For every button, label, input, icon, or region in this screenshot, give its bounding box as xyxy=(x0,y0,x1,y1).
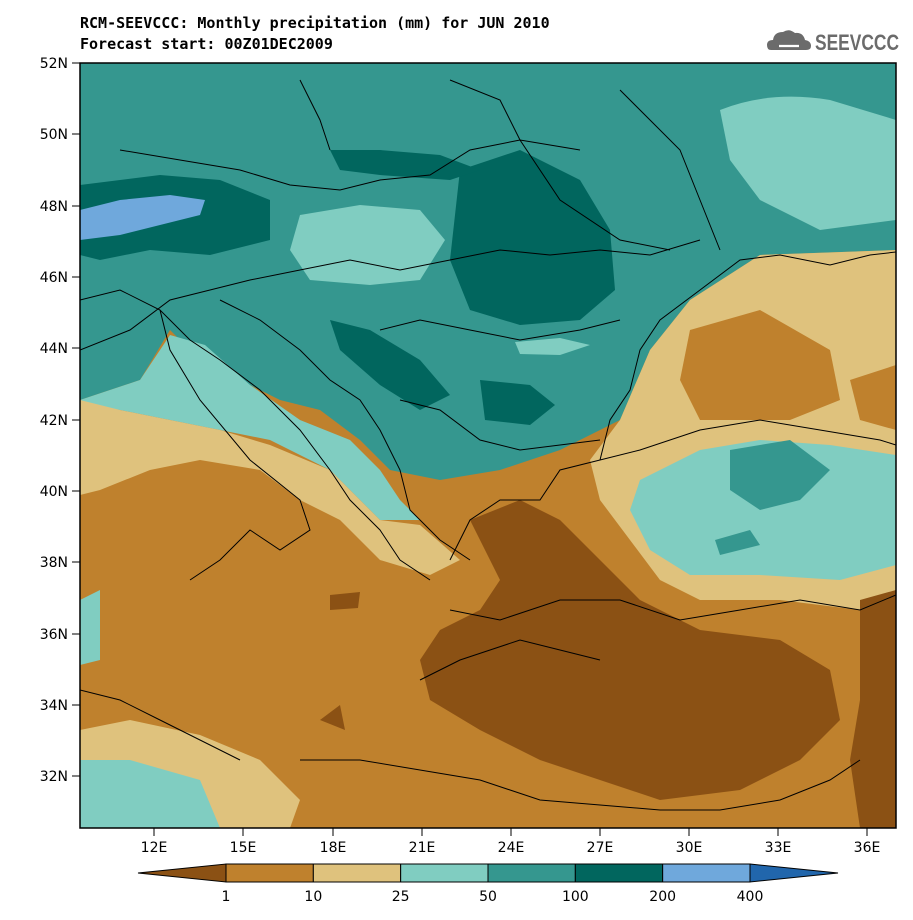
precipitation-field xyxy=(80,63,896,828)
lon-tick-15e: 15E xyxy=(230,840,257,856)
lat-tick-44n: 44N xyxy=(40,341,68,357)
lat-tick-38n: 38N xyxy=(40,555,68,571)
lat-tick-42n: 42N xyxy=(40,413,68,429)
logo-text: SEEVCCC xyxy=(815,30,899,55)
lat-tick-40n: 40N xyxy=(40,484,68,500)
colorbar-segment xyxy=(574,863,664,883)
colorbar-segment xyxy=(312,863,402,883)
colorbar-segment xyxy=(487,863,576,883)
colorbar-segment xyxy=(225,863,314,883)
map-title: RCM-SEEVCCC: Monthly precipitation (mm) … xyxy=(80,14,550,32)
colorbar-label: 200 xyxy=(649,889,676,905)
lon-tick-36e: 36E xyxy=(854,840,881,856)
colorbar-segment xyxy=(662,863,751,883)
lon-tick-24e: 24E xyxy=(498,840,525,856)
lat-tick-48n: 48N xyxy=(40,199,68,215)
colorbar-label: 1 xyxy=(222,889,231,905)
lon-tick-12e: 12E xyxy=(141,840,168,856)
lat-tick-36n: 36N xyxy=(40,627,68,643)
colorbar-label: 100 xyxy=(562,889,589,905)
lat-tick-34n: 34N xyxy=(40,698,68,714)
lon-tick-21e: 21E xyxy=(409,840,436,856)
colorbar-label: 50 xyxy=(479,889,497,905)
colorbar-segment-above-400 xyxy=(749,863,839,883)
colorbar-label: 400 xyxy=(737,889,764,905)
colorbar-label: 10 xyxy=(304,889,322,905)
longitude-axis: 12E 15E 18E 21E 24E 27E 30E 33E 36E xyxy=(141,828,881,856)
colorbar-segment xyxy=(400,863,489,883)
colorbar-label: 25 xyxy=(392,889,410,905)
lat-tick-50n: 50N xyxy=(40,127,68,143)
lon-tick-33e: 33E xyxy=(765,840,792,856)
lat-tick-32n: 32N xyxy=(40,769,68,785)
colorbar-segment-below-1 xyxy=(137,863,227,883)
coastlines xyxy=(80,79,896,811)
lat-tick-52n: 52N xyxy=(40,56,68,72)
latitude-axis: 52N 50N 48N 46N 44N 42N 40N 38N 36N 34N … xyxy=(40,56,80,785)
forecast-subtitle: Forecast start: 00Z01DEC2009 xyxy=(80,35,333,53)
lon-tick-18e: 18E xyxy=(320,840,347,856)
seevccc-logo: SEEVCCC xyxy=(767,30,899,55)
cloud-icon xyxy=(767,30,811,50)
map-frame xyxy=(79,62,897,829)
lat-tick-46n: 46N xyxy=(40,270,68,286)
lon-tick-30e: 30E xyxy=(676,840,703,856)
lon-tick-27e: 27E xyxy=(587,840,614,856)
